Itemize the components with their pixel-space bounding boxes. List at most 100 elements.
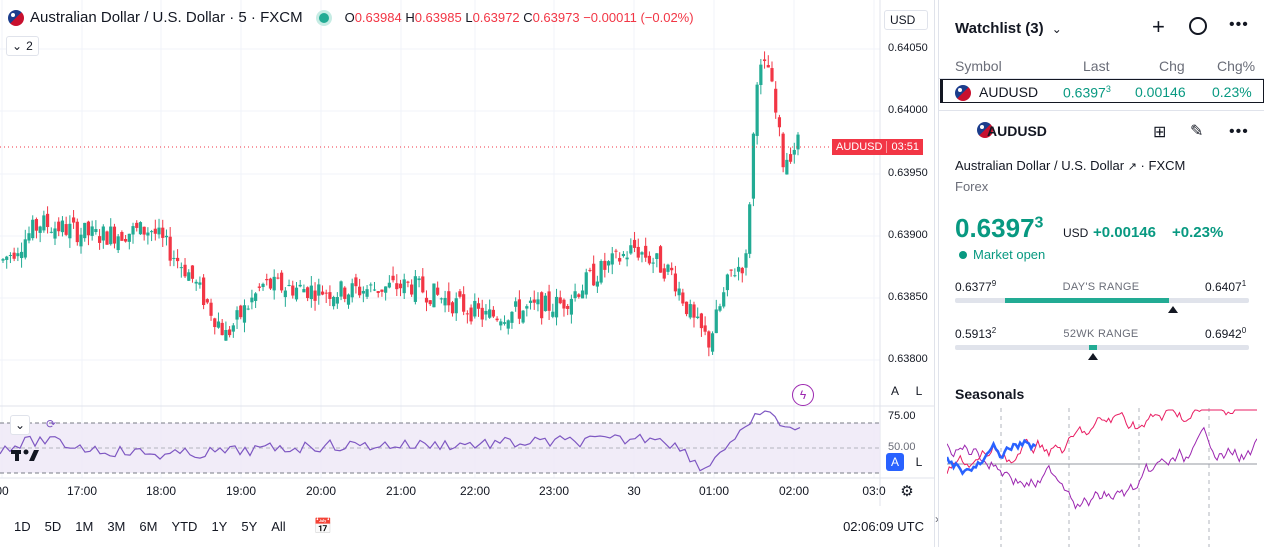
candle-body bbox=[283, 290, 287, 298]
chart-area[interactable]: Australian Dollar / U.S. Dollar · 5 · FX… bbox=[0, 0, 934, 547]
candle-body bbox=[168, 236, 172, 261]
candle-body bbox=[384, 286, 388, 293]
candle-body bbox=[372, 289, 377, 291]
candle-body bbox=[361, 290, 365, 294]
aud-flag-icon bbox=[8, 9, 24, 26]
candle-body bbox=[655, 253, 659, 260]
rsi-log-scale-button[interactable]: L bbox=[915, 455, 923, 469]
rsi-line bbox=[0, 410, 801, 472]
candle-body bbox=[276, 277, 280, 279]
timeframe-button[interactable]: 6M bbox=[139, 518, 158, 534]
candle-body bbox=[547, 291, 551, 311]
candle-body bbox=[391, 275, 395, 281]
candle-body bbox=[176, 257, 180, 262]
timeframe-button[interactable]: All bbox=[271, 518, 286, 534]
candle-body bbox=[57, 221, 61, 232]
currency-label: USD bbox=[890, 13, 916, 27]
time-axis-label: 17:00 bbox=[66, 484, 98, 498]
candle-body bbox=[736, 266, 741, 272]
more-options-icon[interactable]: ••• bbox=[1229, 16, 1249, 33]
candle-body bbox=[101, 226, 105, 241]
candle-body bbox=[34, 219, 39, 231]
candle-body bbox=[187, 272, 191, 281]
col-chg-pct[interactable]: Chg% bbox=[1217, 58, 1256, 74]
refresh-icon[interactable]: ⟳ bbox=[45, 417, 57, 431]
candle-body bbox=[755, 84, 759, 136]
candle-body bbox=[658, 246, 663, 273]
candle-body bbox=[662, 268, 666, 279]
watchlist-row-audusd[interactable] bbox=[940, 79, 1264, 103]
auto-scale-button[interactable]: A bbox=[890, 384, 899, 398]
candle-body bbox=[190, 265, 195, 279]
rsi-collapse-button[interactable]: ⌄ bbox=[10, 415, 30, 435]
candle-body bbox=[131, 226, 135, 235]
instrument-category: Forex bbox=[955, 179, 989, 194]
date-range-calendar-icon[interactable]: 📅 bbox=[313, 518, 333, 535]
settings-gear-icon[interactable]: ⚙ bbox=[900, 483, 914, 500]
candle-body bbox=[744, 253, 748, 268]
add-symbol-plus-icon[interactable]: + bbox=[1152, 14, 1165, 39]
col-symbol[interactable]: Symbol bbox=[955, 58, 1002, 74]
more-options-icon[interactable]: ••• bbox=[1229, 123, 1249, 140]
candle-body bbox=[770, 68, 774, 82]
candle-body bbox=[328, 292, 332, 299]
candle-body bbox=[272, 276, 276, 291]
edit-note-icon[interactable]: ✎ bbox=[1190, 123, 1204, 140]
timeframe-button[interactable]: 3M bbox=[107, 518, 126, 534]
candle-body bbox=[257, 286, 261, 288]
instrument-name[interactable]: Australian Dollar / U.S. Dollar bbox=[955, 158, 1125, 173]
row-symbol: AUDUSD bbox=[979, 84, 1039, 100]
candle-body bbox=[506, 320, 510, 329]
timeframe-button[interactable]: 1D bbox=[14, 518, 31, 534]
candle-body bbox=[116, 236, 120, 251]
grid-layout-icon[interactable]: ⊞ bbox=[1153, 124, 1167, 141]
candle-body bbox=[23, 239, 27, 258]
candle-body bbox=[447, 291, 451, 306]
indicator-count: 2 bbox=[26, 39, 33, 53]
col-last[interactable]: Last bbox=[1083, 58, 1110, 74]
detail-price: 0.63973 bbox=[955, 213, 1044, 243]
candle-body bbox=[239, 305, 243, 318]
timeframe-button[interactable]: 5D bbox=[44, 518, 62, 534]
candle-body bbox=[320, 291, 325, 295]
time-axis-label: 23:00 bbox=[538, 484, 570, 498]
utc-clock[interactable]: 02:06:09 UTC bbox=[843, 518, 924, 534]
panel-divider[interactable] bbox=[934, 0, 935, 547]
timeframe-button[interactable]: 1Y bbox=[211, 518, 228, 534]
candle-body bbox=[785, 159, 789, 175]
rsi-auto-scale-button[interactable]: A bbox=[886, 453, 904, 471]
advanced-view-pie-icon[interactable] bbox=[1189, 17, 1207, 35]
seasonals-title[interactable]: Seasonals bbox=[955, 386, 1025, 402]
currency-select[interactable]: USD bbox=[884, 10, 928, 30]
candle-body bbox=[554, 296, 559, 318]
candle-body bbox=[228, 329, 232, 336]
timeframe-button[interactable]: 5Y bbox=[241, 518, 258, 534]
candle-body bbox=[97, 236, 102, 243]
candle-body bbox=[16, 253, 20, 257]
timeframe-button[interactable]: YTD bbox=[171, 518, 198, 534]
time-axis-label: 19:00 bbox=[225, 484, 257, 498]
candle-body bbox=[788, 154, 793, 162]
detail-currency: USD bbox=[1063, 226, 1089, 240]
candle-body bbox=[8, 255, 13, 257]
candle-body bbox=[387, 282, 391, 288]
candle-body bbox=[525, 306, 529, 309]
external-link-icon[interactable]: ↗ bbox=[1127, 161, 1137, 173]
col-chg[interactable]: Chg bbox=[1159, 58, 1185, 74]
collapse-panel-chevron-icon[interactable]: › bbox=[935, 512, 939, 526]
watchlist-title[interactable]: Watchlist (3) ⌄ bbox=[955, 20, 1062, 37]
lightning-alert-icon[interactable]: ϟ bbox=[792, 384, 814, 406]
indicators-toggle[interactable]: ⌄ 2 bbox=[6, 36, 39, 56]
candle-body bbox=[198, 282, 202, 285]
timeframe-button[interactable]: 1M bbox=[75, 518, 94, 534]
candle-body bbox=[332, 296, 336, 307]
log-scale-button[interactable]: L bbox=[915, 384, 923, 398]
price-axis-label: 0.63800 bbox=[888, 353, 928, 365]
candle-body bbox=[710, 333, 715, 352]
price-chart-svg[interactable] bbox=[0, 0, 934, 506]
symbol-title[interactable]: Australian Dollar / U.S. Dollar · 5 · FX… bbox=[30, 9, 303, 26]
candle-body bbox=[473, 300, 477, 317]
last-price-tag: AUDUSD 03:51 bbox=[832, 139, 923, 155]
seasonals-chart[interactable] bbox=[947, 408, 1257, 547]
candle-body bbox=[688, 304, 692, 318]
